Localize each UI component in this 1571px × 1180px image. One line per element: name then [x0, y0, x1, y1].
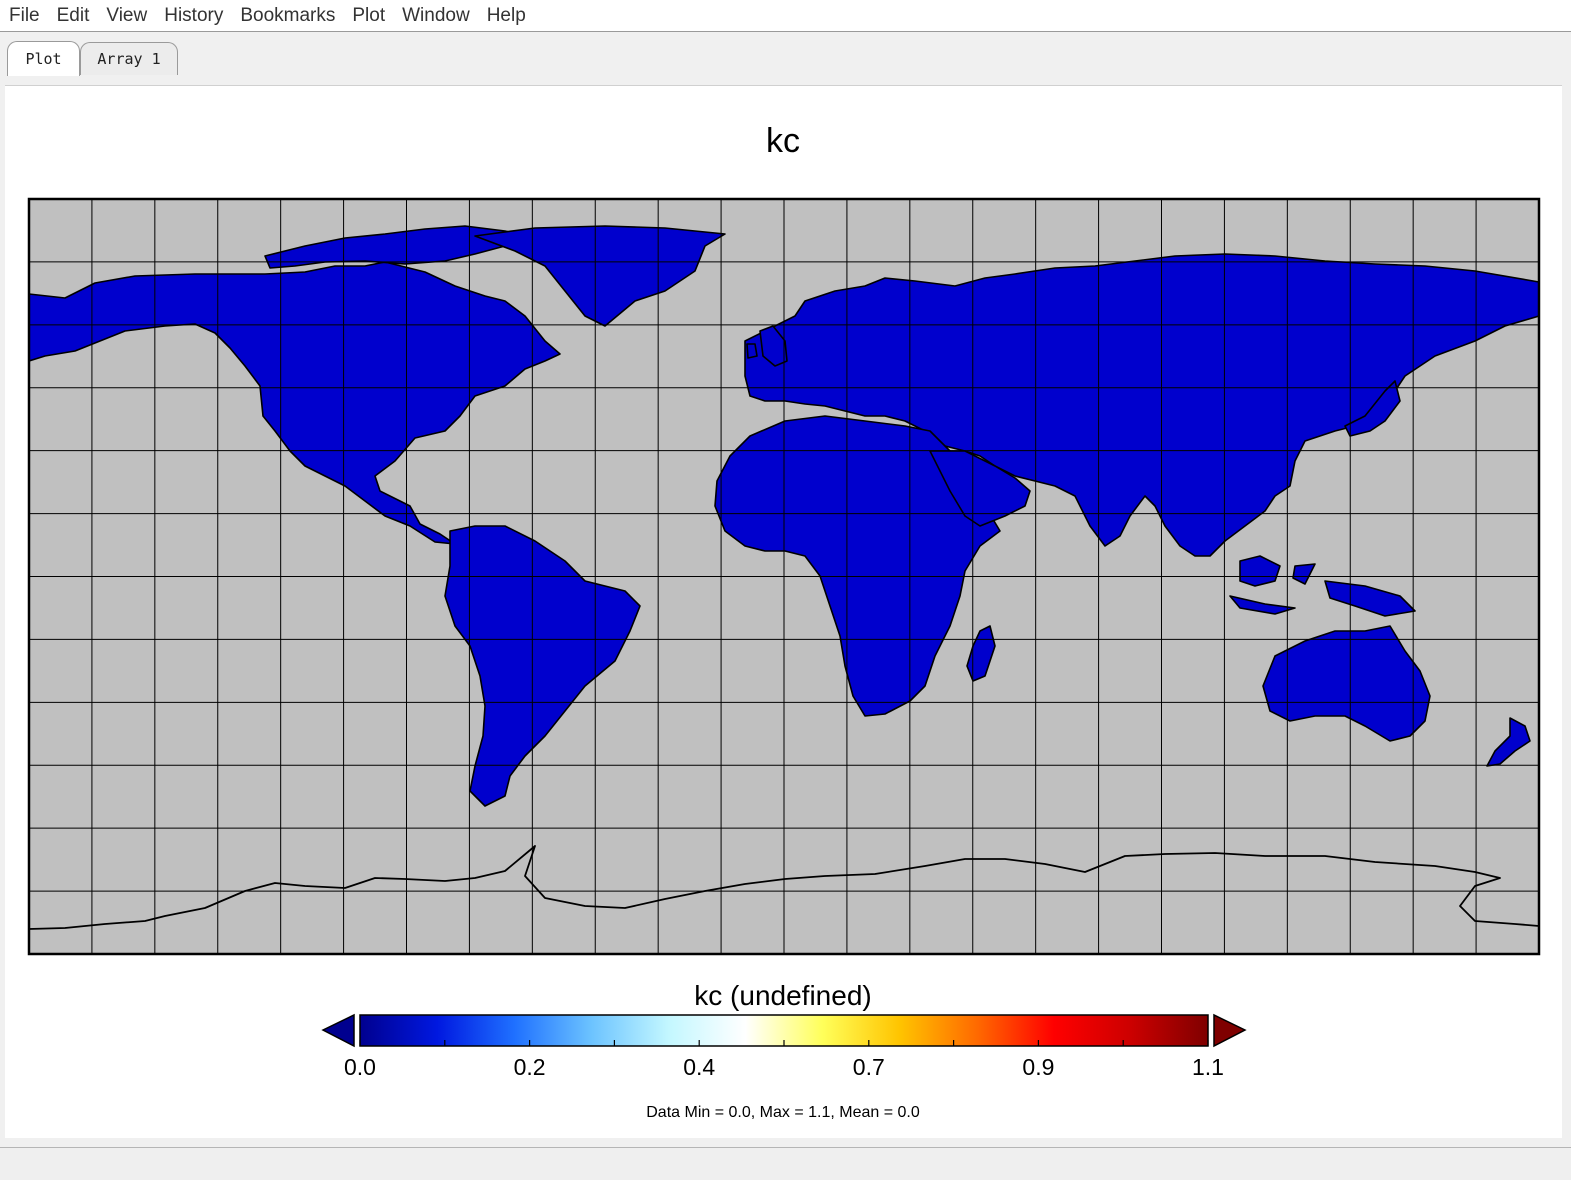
colorbar-tick-label: 0.7 [853, 1054, 885, 1080]
plot-canvas[interactable]: kc kc (undefined) 0.0 0.2 0.4 0.7 0.9 1.1 Dat… [5, 86, 1562, 1139]
menu-plot[interactable]: Plot [352, 4, 386, 26]
status-bar [0, 1147, 1571, 1180]
menu-window[interactable]: Window [402, 4, 470, 26]
tab-strip: Plot Array 1 [0, 32, 1571, 76]
menu-edit[interactable]: Edit [56, 4, 90, 26]
antarctica [29, 845, 1539, 930]
menu-view[interactable]: View [106, 4, 148, 26]
colorbar-ticks: 0.0 0.2 0.4 0.7 0.9 1.1 [344, 1040, 1224, 1080]
colorbar-tick-label: 0.9 [1022, 1054, 1054, 1080]
colorbar-arrow-low [321, 1013, 355, 1048]
arabia [929, 450, 1031, 527]
tab-plot[interactable]: Plot [7, 41, 80, 76]
greenland [474, 225, 726, 327]
menu-history[interactable]: History [164, 4, 224, 26]
menu-bar: File Edit View History Bookmarks Plot Wi… [0, 0, 1571, 32]
new-zealand [1486, 717, 1531, 767]
data-stats: Data Min = 0.0, Max = 1.1, Mean = 0.0 [646, 1104, 920, 1121]
plot-title: kc [766, 122, 800, 160]
menu-help[interactable]: Help [486, 4, 526, 26]
tab-array-1[interactable]: Array 1 [80, 42, 178, 75]
australia [1262, 625, 1431, 742]
plot-panel: kc kc (undefined) 0.0 0.2 0.4 0.7 0.9 1.1 Dat… [5, 85, 1562, 1138]
colorbar-tick-label: 0.2 [514, 1054, 546, 1080]
map-continents [29, 225, 1539, 930]
south-america [444, 525, 641, 807]
british-isles [746, 325, 788, 367]
colorbar-arrow-high [1213, 1013, 1247, 1048]
map-frame [27, 197, 1541, 956]
colorbar-tick-label: 0.4 [683, 1054, 715, 1080]
colorbar-tick-label: 0.0 [344, 1054, 376, 1080]
colorbar-tick-label: 1.1 [1192, 1054, 1224, 1080]
indonesia [1229, 555, 1416, 617]
colorbar-title: kc (undefined) [694, 980, 871, 1011]
map-gridlines [29, 199, 1539, 954]
menu-file[interactable]: File [9, 4, 40, 26]
menu-bookmarks[interactable]: Bookmarks [240, 4, 336, 26]
